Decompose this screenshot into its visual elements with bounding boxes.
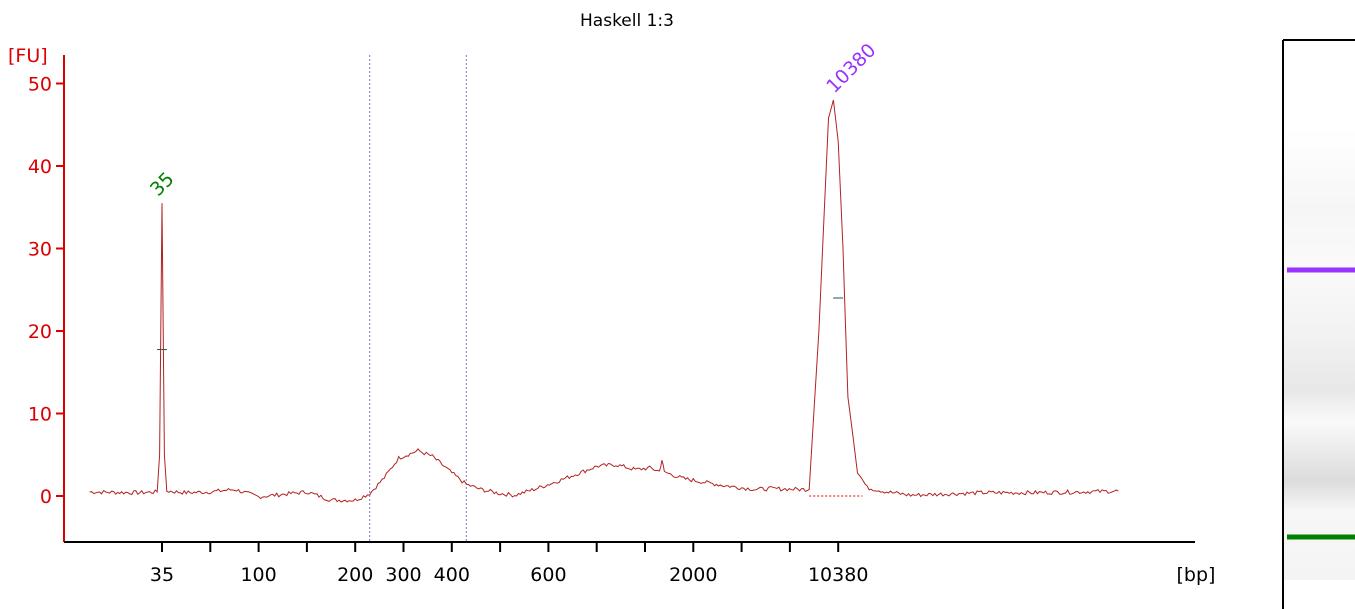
y-tick-label: 20: [28, 321, 52, 343]
gel-lane: [1282, 39, 1355, 609]
x-tick-label: 35: [150, 564, 174, 586]
y-axis-label: [FU]: [8, 45, 48, 67]
series-trace: [89, 99, 1119, 503]
peak-label: 35: [146, 168, 179, 201]
chart-title: Haskell 1:3: [580, 11, 674, 31]
gel-lane-background: [1283, 128, 1355, 580]
x-tick-label: 300: [385, 564, 421, 586]
series-line: [89, 99, 1119, 503]
y-tick-label: 40: [28, 156, 52, 178]
x-tick-label: 400: [434, 564, 470, 586]
x-tick-label: 2000: [669, 564, 717, 586]
x-tick-label: 100: [240, 564, 276, 586]
peak-label: 10380: [822, 39, 880, 97]
axes: 0 10 20 30 40 50 35 100 200 300 400 600 2000 10380: [28, 55, 1195, 586]
y-tick-label: 0: [40, 486, 52, 508]
x-tick-label: 10380: [808, 564, 868, 586]
y-tick-label: 10: [28, 404, 52, 426]
x-axis-label: [bp]: [1177, 564, 1216, 586]
y-tick-label: 30: [28, 239, 52, 261]
peak-annotations: 35 10380: [146, 39, 880, 497]
gel-band: [1287, 534, 1355, 540]
x-tick-label: 600: [530, 564, 566, 586]
y-tick-label: 50: [28, 74, 52, 96]
region-markers: [369, 55, 467, 542]
x-tick-label: 200: [337, 564, 373, 586]
gel-band: [1287, 267, 1355, 273]
